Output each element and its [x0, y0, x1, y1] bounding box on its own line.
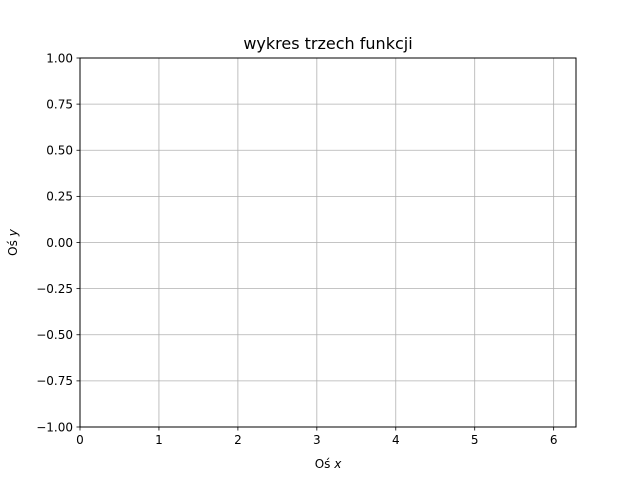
x-tick-label: 4 [392, 433, 400, 447]
x-tick-label: 6 [550, 433, 558, 447]
x-tick-label: 3 [313, 433, 321, 447]
chart-title: wykres trzech funkcji [243, 34, 412, 53]
y-axis-label: Oś y [6, 228, 20, 256]
y-tick-label: −0.50 [36, 328, 73, 342]
x-tick-label: 2 [234, 433, 242, 447]
y-tick-label: −0.75 [36, 374, 73, 388]
y-tick-label: 0.25 [46, 190, 73, 204]
y-tick-label: 1.00 [46, 51, 73, 65]
x-axis-ticks: 0 1 2 3 4 5 6 [76, 427, 557, 447]
y-axis-label-variable: y [6, 228, 20, 237]
x-axis-label-prefix: Oś [315, 457, 335, 471]
y-tick-label: −0.25 [36, 282, 73, 296]
x-tick-label: 1 [155, 433, 163, 447]
x-tick-label: 5 [471, 433, 479, 447]
y-tick-label: 0.50 [46, 144, 73, 158]
x-axis-label-variable: x [333, 457, 342, 471]
grid-lines [79, 57, 576, 428]
y-axis-label-prefix: Oś [6, 236, 20, 256]
y-tick-label: 0.75 [46, 97, 73, 111]
x-tick-label: 0 [76, 433, 84, 447]
y-tick-label: −1.00 [36, 420, 73, 434]
y-tick-label: 0.00 [46, 236, 73, 250]
x-axis-label: Oś x [315, 457, 343, 471]
y-axis-ticks: 1.00 0.75 0.50 0.25 0.00 −0.25 −0.50 −0.75 −1.00 [36, 51, 80, 434]
